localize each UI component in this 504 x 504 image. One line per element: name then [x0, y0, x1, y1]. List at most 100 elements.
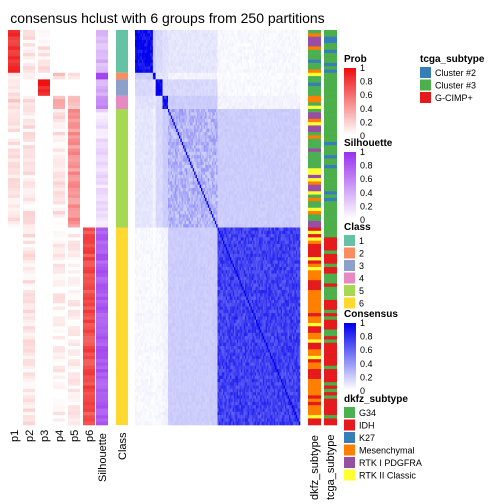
- consensus-cell: [221, 89, 224, 93]
- prob-cell: [68, 194, 80, 199]
- prob-cell: [68, 267, 80, 271]
- consensus-cell: [172, 76, 174, 80]
- prob-cell: [38, 355, 50, 360]
- consensus-cell: [294, 102, 297, 107]
- consensus-cell: [254, 36, 257, 41]
- consensus-cell: [286, 33, 288, 37]
- prob-cell: [8, 174, 20, 179]
- prob-cell: [8, 237, 20, 241]
- consensus-cell: [144, 53, 147, 57]
- consensus-cell: [203, 36, 206, 41]
- consensus-cell: [290, 49, 293, 54]
- prob-cell: [68, 85, 80, 90]
- silhouette-cell: [96, 346, 108, 350]
- consensus-cell: [220, 118, 222, 123]
- consensus-cell: [205, 95, 207, 100]
- prob-cell: [68, 378, 80, 383]
- consensus-cell: [272, 85, 275, 90]
- consensus-cell: [196, 36, 199, 41]
- consensus-cell: [187, 102, 189, 107]
- consensus-cell: [228, 122, 231, 126]
- consensus-cell: [224, 102, 227, 107]
- silhouette-cell: [96, 188, 108, 192]
- consensus-cell: [151, 62, 154, 67]
- consensus-cell: [184, 89, 187, 93]
- consensus-cell: [203, 122, 206, 126]
- prob-cell: [68, 76, 80, 80]
- consensus-cell: [232, 36, 235, 41]
- prob-cell: [83, 296, 95, 301]
- consensus-cell: [268, 46, 271, 51]
- prob-cell: [23, 286, 35, 291]
- consensus-cell: [243, 135, 246, 139]
- consensus-cell: [265, 115, 268, 120]
- consensus-cell: [212, 128, 214, 133]
- consensus-cell: [240, 105, 243, 110]
- consensus-cell: [184, 105, 187, 110]
- consensus-cell: [157, 99, 159, 103]
- consensus-cell: [267, 69, 269, 74]
- consensus-cell: [169, 62, 172, 67]
- consensus-cell: [286, 43, 288, 47]
- consensus-cell: [284, 33, 287, 37]
- prob-cell: [83, 322, 95, 327]
- consensus-cell: [214, 95, 217, 100]
- consensus-cell: [165, 46, 167, 51]
- consensus-cell: [295, 95, 298, 100]
- consensus-cell: [195, 46, 198, 51]
- consensus-cell: [159, 79, 162, 83]
- consensus-cell: [293, 62, 295, 67]
- consensus-cell: [229, 92, 232, 97]
- consensus-cell: [250, 105, 253, 110]
- consensus-cell: [210, 89, 213, 93]
- prob-cell: [53, 56, 65, 60]
- consensus-cell: [293, 92, 295, 97]
- prob-cell: [83, 155, 95, 159]
- consensus-cell: [143, 69, 145, 74]
- consensus-cell: [264, 76, 266, 80]
- consensus-cell: [147, 128, 150, 133]
- consensus-cell: [254, 79, 257, 83]
- consensus-cell: [185, 43, 188, 47]
- consensus-cell: [147, 118, 150, 123]
- consensus-cell: [185, 132, 188, 136]
- consensus-cell: [238, 59, 240, 64]
- consensus-cell: [213, 122, 216, 126]
- consensus-cell: [243, 112, 246, 116]
- consensus-cell: [207, 59, 210, 64]
- consensus-cell: [199, 135, 202, 139]
- prob-cell: [23, 161, 35, 166]
- consensus-cell: [272, 79, 275, 83]
- consensus-cell: [162, 118, 165, 123]
- consensus-cell: [251, 92, 254, 97]
- consensus-cell: [179, 46, 181, 51]
- silhouette-cell: [96, 82, 108, 87]
- consensus-cell: [260, 53, 262, 57]
- consensus-cell: [253, 46, 255, 51]
- consensus-cell: [146, 49, 148, 54]
- consensus-cell: [161, 66, 163, 70]
- consensus-cell: [280, 69, 283, 74]
- consensus-cell: [236, 30, 239, 34]
- prob-cell: [53, 253, 65, 258]
- consensus-cell: [199, 59, 202, 64]
- consensus-cell: [290, 62, 293, 67]
- consensus-cell: [212, 53, 214, 57]
- consensus-cell: [278, 115, 280, 120]
- consensus-cell: [249, 132, 251, 136]
- consensus-cell: [157, 128, 159, 133]
- consensus-cell: [239, 118, 242, 123]
- prob-cell: [23, 201, 35, 205]
- consensus-cell: [246, 89, 249, 93]
- consensus-cell: [284, 118, 287, 123]
- consensus-cell: [196, 118, 199, 123]
- consensus-cell: [144, 72, 147, 77]
- prob-cell: [83, 161, 95, 166]
- consensus-cell: [135, 105, 137, 110]
- consensus-cell: [143, 76, 145, 80]
- prob-cell: [53, 135, 65, 139]
- consensus-cell: [213, 69, 216, 74]
- consensus-cell: [253, 59, 255, 64]
- consensus-cell: [294, 125, 297, 130]
- consensus-cell: [181, 59, 184, 64]
